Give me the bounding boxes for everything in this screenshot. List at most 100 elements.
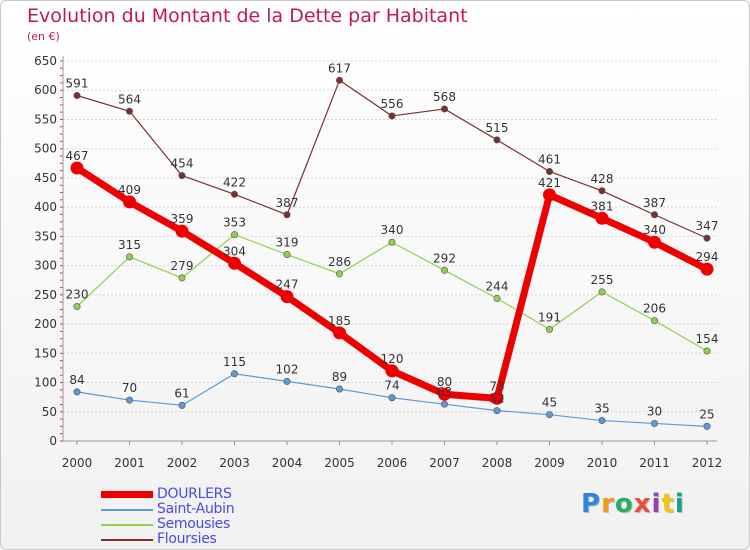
data-label: 428 (591, 172, 614, 186)
data-point (650, 419, 658, 427)
data-point (440, 105, 448, 113)
proxiti-logo: Proxiti (581, 489, 685, 519)
data-label: 279 (171, 259, 194, 273)
legend-swatch (101, 523, 153, 526)
data-point (388, 238, 396, 246)
data-label: 319 (276, 236, 299, 250)
legend-label: Saint-Aubin (157, 501, 235, 517)
data-label: 80 (437, 375, 452, 389)
series-line-semousies (76, 234, 708, 352)
x-tick-label: 2001 (114, 456, 145, 470)
data-point (703, 422, 711, 430)
data-label: 315 (118, 238, 141, 252)
data-point (333, 326, 346, 340)
data-point (490, 391, 504, 405)
legend-label: Semousies (157, 516, 230, 532)
data-label: 304 (223, 244, 246, 258)
y-tick-label: 250 (34, 288, 57, 302)
legend-item-dourlers: DOURLERS (101, 487, 234, 502)
data-label: 387 (643, 196, 666, 210)
data-label: 359 (171, 212, 194, 226)
data-point (493, 294, 501, 302)
y-tick-label: 550 (34, 112, 57, 126)
axes: 0 50 100 150 200 250 300 350 400 450 500 550 600 650 2… (34, 54, 722, 470)
chart-title: Evolution du Montant de la Dette par Hab… (27, 5, 468, 27)
grid-lines (63, 60, 717, 442)
data-label: 35 (594, 402, 609, 416)
x-tick-label: 2010 (587, 456, 618, 470)
data-label: 206 (643, 302, 666, 316)
data-label: 89 (332, 370, 347, 384)
data-point (545, 167, 553, 175)
data-point (385, 364, 399, 378)
data-point (178, 401, 186, 409)
data-point (493, 136, 501, 144)
y-tick-label: 350 (34, 229, 57, 243)
data-point (493, 407, 501, 415)
data-point (545, 411, 553, 419)
data-point (388, 112, 396, 120)
y-tick-label: 450 (34, 171, 57, 185)
data-label: 191 (538, 310, 561, 324)
y-tick-label: 500 (34, 142, 57, 156)
legend-swatch (101, 538, 153, 541)
x-tick-label: 2004 (272, 456, 303, 470)
data-label: 52 (489, 392, 504, 406)
data-point (73, 91, 81, 99)
data-label: 120 (381, 352, 404, 366)
data-point (598, 417, 606, 425)
data-label: 467 (66, 149, 89, 163)
data-label: 102 (276, 362, 299, 376)
data-label: 45 (542, 396, 557, 410)
x-tick-label: 2011 (639, 456, 670, 470)
data-label: 244 (486, 279, 509, 293)
x-tick-label: 2000 (62, 456, 93, 470)
data-label: 292 (433, 251, 456, 265)
data-point (126, 107, 134, 115)
data-point (543, 188, 556, 202)
data-point (700, 262, 714, 276)
data-label: 409 (118, 183, 141, 197)
data-label: 454 (171, 157, 194, 171)
data-point (335, 385, 343, 393)
data-point (123, 195, 136, 209)
data-label: 347 (696, 219, 719, 233)
data-label: 154 (696, 332, 719, 346)
data-label: 74 (384, 379, 399, 393)
chart-subtitle: (en €) (27, 30, 60, 43)
data-point (650, 317, 658, 325)
x-tick-label: 2008 (482, 456, 513, 470)
data-labels: 84 70 61 115 102 89 74 63 52 45 35 30 25 230 315 279 353… (66, 61, 719, 421)
data-label: 255 (591, 273, 614, 287)
data-label: 591 (66, 76, 89, 90)
data-label: 63 (437, 385, 452, 399)
data-point (228, 256, 241, 270)
legend-item-saint-aubin: Saint-Aubin (101, 501, 235, 517)
data-point (595, 211, 609, 225)
data-label: 421 (538, 176, 561, 190)
data-label: 340 (381, 223, 404, 237)
x-tick-label: 2007 (429, 456, 460, 470)
data-label: 230 (66, 288, 89, 302)
data-point (231, 370, 239, 378)
data-point (178, 274, 186, 282)
y-tick-label: 650 (34, 54, 57, 68)
y-tick-label: 50 (42, 405, 57, 419)
data-label: 568 (433, 90, 456, 104)
x-tick-label: 2003 (219, 456, 250, 470)
data-label: 387 (276, 196, 299, 210)
y-tick-label: 400 (34, 200, 57, 214)
data-label: 84 (69, 373, 84, 387)
series-lines (70, 76, 714, 430)
data-label: 564 (118, 92, 141, 106)
y-tick-label: 200 (34, 317, 57, 331)
data-label: 515 (486, 121, 509, 135)
data-point (440, 266, 448, 274)
data-point (231, 231, 239, 239)
x-tick-label: 2012 (692, 456, 723, 470)
data-point (283, 211, 291, 219)
data-label: 185 (328, 314, 351, 328)
data-point (280, 290, 294, 304)
